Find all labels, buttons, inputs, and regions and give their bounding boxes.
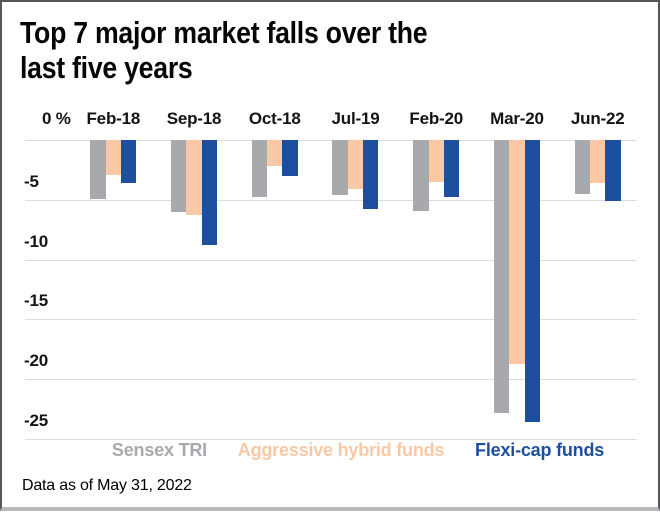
legend-item-flexi-cap-funds: Flexi-cap funds — [475, 440, 605, 460]
bar-aggressive-hybrid-funds — [347, 140, 364, 190]
y-tick-label: -10 — [24, 231, 48, 251]
category-label: Jun-22 — [570, 109, 625, 128]
bar-group — [574, 140, 621, 201]
bar-sensex-tri — [332, 140, 348, 196]
gridline — [25, 259, 637, 261]
y-tick-label: 0 % — [42, 109, 71, 128]
gridline — [25, 140, 637, 141]
legend-item-aggressive-hybrid-funds: Aggressive hybrid funds — [237, 440, 445, 460]
bar-group — [251, 140, 298, 198]
category-label: Jul-19 — [331, 109, 380, 128]
y-tick-label: -5 — [24, 171, 39, 191]
data-as-of-note: Data as of May 31, 2022 — [22, 477, 192, 494]
gridline — [25, 379, 637, 381]
category-label: Mar-20 — [490, 109, 544, 128]
bar-sensex-tri — [493, 140, 510, 413]
bar-group — [493, 140, 540, 423]
bar-flexi-cap-funds — [282, 140, 298, 176]
bar-flexi-cap-funds — [443, 140, 460, 198]
bar-group — [413, 140, 460, 211]
category-label: Oct-18 — [248, 109, 301, 128]
gridline — [25, 199, 637, 201]
chart-title: Top 7 major market falls over the last f… — [20, 15, 428, 85]
bar-group — [90, 140, 137, 199]
bar-aggressive-hybrid-funds — [267, 140, 283, 167]
bar-sensex-tri — [574, 140, 590, 194]
bar-aggressive-hybrid-funds — [589, 140, 606, 184]
gridline — [25, 319, 637, 321]
bar-aggressive-hybrid-funds — [186, 140, 202, 216]
bar-aggressive-hybrid-funds — [509, 140, 525, 364]
bar-group — [332, 140, 379, 210]
bar-sensex-tri — [413, 140, 429, 211]
bar-flexi-cap-funds — [120, 140, 137, 184]
legend-item-sensex-tri: Sensex TRI — [111, 440, 207, 460]
bar-flexi-cap-funds — [524, 140, 540, 423]
bar-flexi-cap-funds — [605, 140, 621, 201]
category-label: Feb-18 — [86, 109, 141, 128]
category-label: Feb-20 — [409, 109, 464, 128]
plot-area — [25, 140, 637, 440]
y-tick-label: -15 — [24, 291, 48, 311]
y-tick-label: -20 — [24, 351, 48, 371]
category-label: Sep-18 — [166, 109, 222, 128]
y-tick-label: -25 — [24, 411, 48, 430]
gridline — [25, 439, 637, 440]
bar-aggressive-hybrid-funds — [428, 140, 444, 182]
bar-flexi-cap-funds — [363, 140, 379, 210]
legend: Sensex TRI Aggressive hybrid funds Flexi… — [2, 440, 658, 461]
bar-flexi-cap-funds — [201, 140, 217, 246]
bar-sensex-tri — [90, 140, 106, 199]
bar-sensex-tri — [171, 140, 187, 212]
bar-aggressive-hybrid-funds — [105, 140, 121, 175]
bar-sensex-tri — [251, 140, 268, 198]
bar-group — [171, 140, 217, 246]
